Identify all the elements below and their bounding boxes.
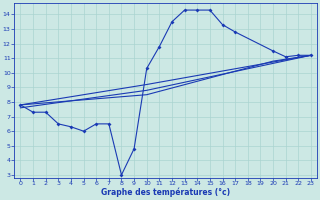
X-axis label: Graphe des températures (°c): Graphe des températures (°c) (101, 188, 230, 197)
